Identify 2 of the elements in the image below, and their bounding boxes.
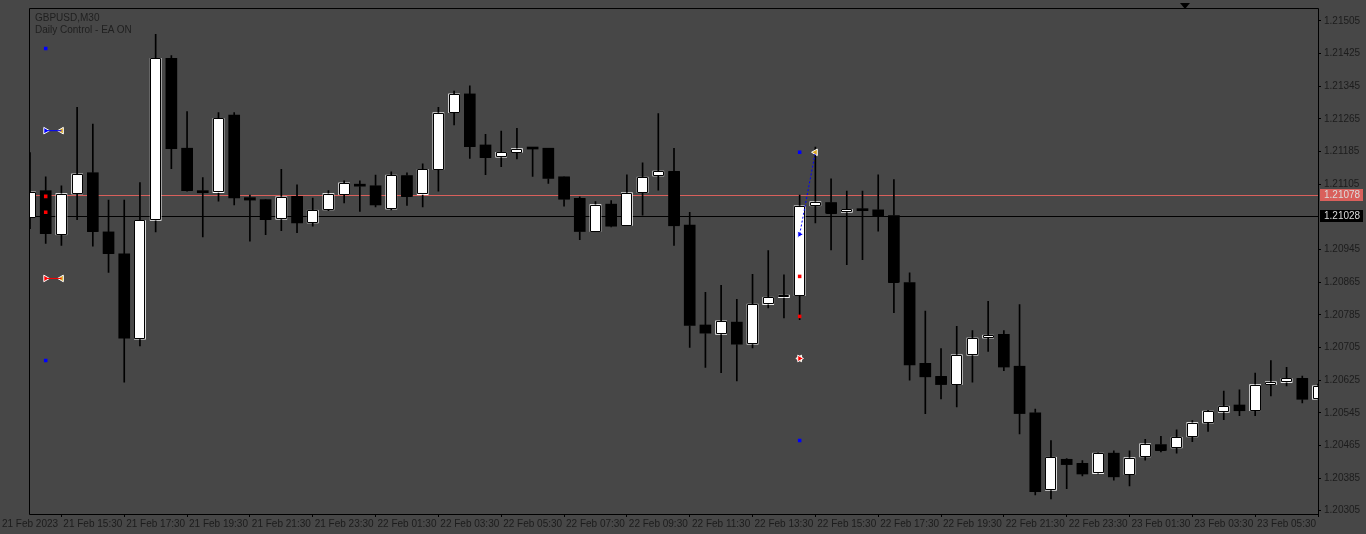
ref-line-label: 1.21028 [1324,210,1361,222]
ref-line-label: 1.21078 [1324,189,1361,201]
